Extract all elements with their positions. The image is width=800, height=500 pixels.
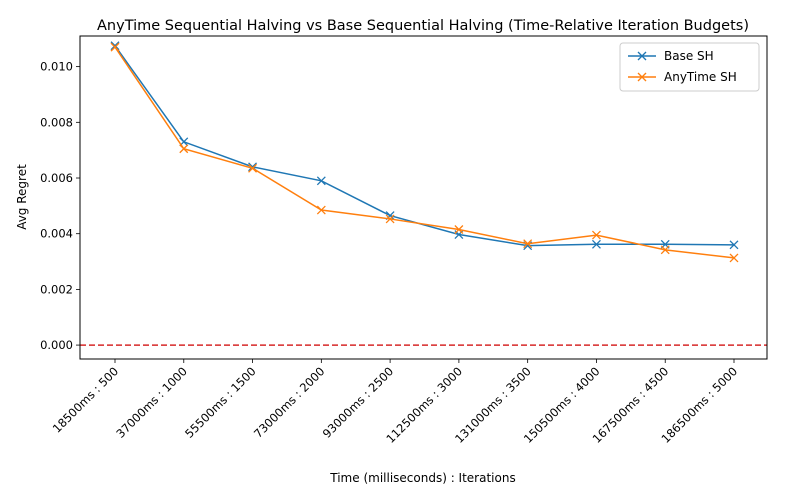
y-tick-label: 0.002 [40,282,73,296]
legend-marker-1 [637,72,647,82]
data-point-series-1 [454,225,464,234]
x-axis-label: Time (milliseconds) : Iterations [329,471,515,485]
data-point-series-1 [523,239,533,249]
legend: Base SH AnyTime SH [619,42,760,92]
legend-label-1: AnyTime SH [664,70,737,84]
data-point-series-0 [729,240,739,250]
data-point-series-0 [316,176,326,186]
x-tick-label: 73000ms : 2000 [251,364,328,441]
x-tick-label: 167500ms : 4500 [590,364,672,446]
y-tick-label: 0.006 [40,171,73,185]
data-point-series-1 [248,163,258,173]
x-tick-label: 93000ms : 2500 [320,364,397,441]
y-tick-label: 0.004 [40,227,73,241]
series-line-1 [114,46,735,259]
y-axis-label: Avg Regret [15,164,29,230]
series-line-0 [114,45,735,247]
data-point-series-1 [660,245,670,255]
data-point-series-0 [110,41,120,51]
y-tick-label: 0.008 [40,115,73,129]
data-point-series-1 [385,214,395,224]
x-tick-label: 131000ms : 3500 [452,364,534,446]
plot-frame [79,35,768,360]
y-tick-label: 0.010 [40,60,73,74]
chart-title: AnyTime Sequential Halving vs Base Seque… [97,18,749,34]
x-tick-label: 37000ms : 1000 [113,364,190,441]
legend-marker-0 [637,51,647,61]
legend-label-0: Base SH [664,49,714,63]
data-point-series-1 [179,144,189,154]
data-point-series-1 [110,42,120,52]
x-tick-label: 18500ms : 500 [50,364,121,435]
y-tick-label: 0.000 [40,338,73,352]
x-tick-label: 186500ms : 5000 [658,364,740,446]
x-tick-label: 55500ms : 1500 [182,364,259,441]
x-tick-label: 112500ms : 3000 [383,364,465,446]
plot-area [80,41,767,346]
data-point-series-1 [316,205,326,215]
data-point-series-0 [591,239,601,249]
data-point-series-1 [729,253,739,263]
y-axis: 0.000 0.002 0.004 0.006 0.008 0.010 [40,60,80,352]
legend-box [619,42,760,92]
data-point-series-1 [591,230,601,240]
x-tick-label: 150500ms : 4000 [521,364,603,446]
